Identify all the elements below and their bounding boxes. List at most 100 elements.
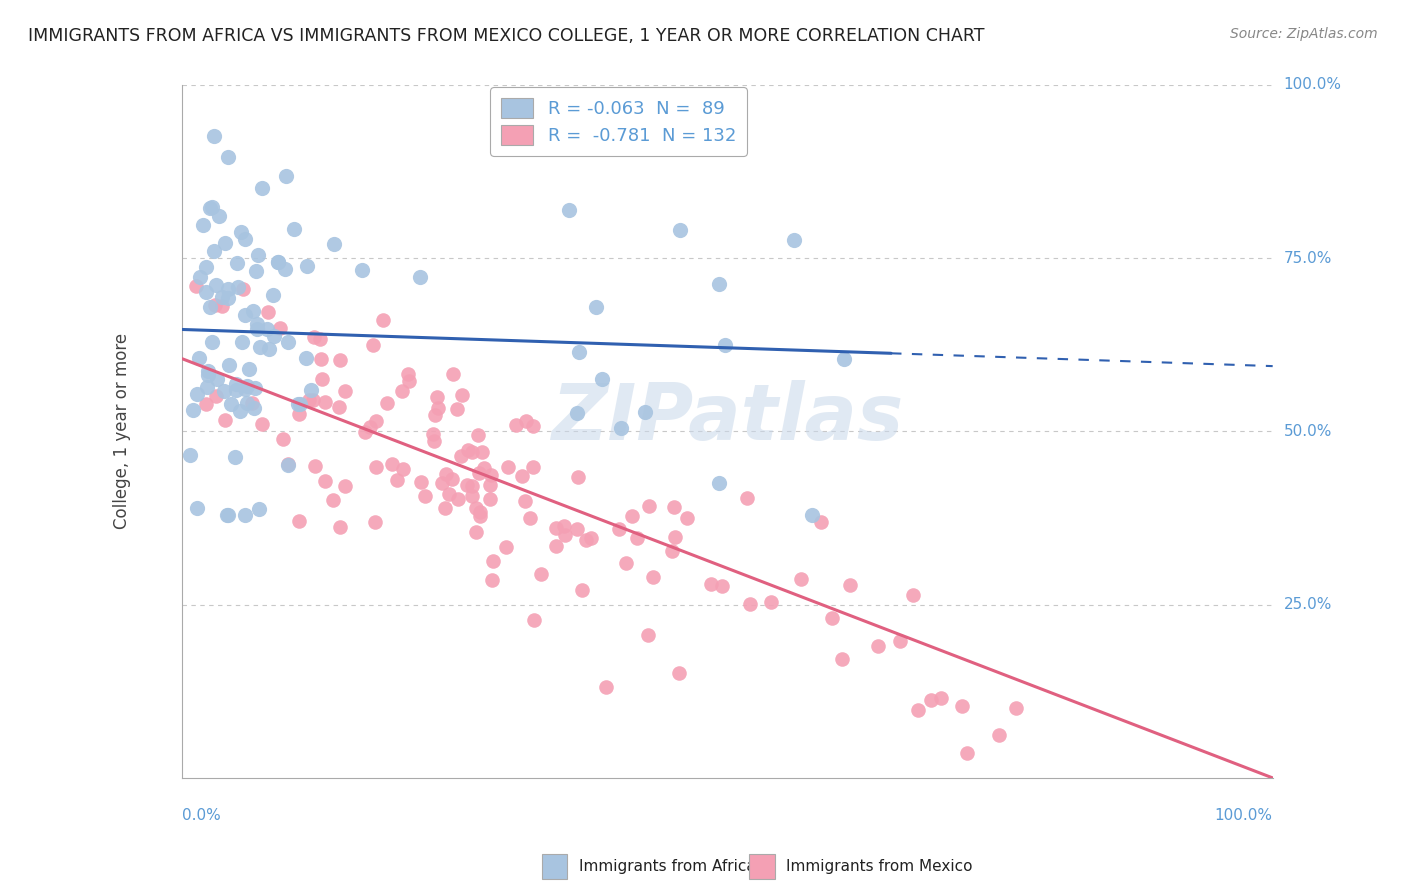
Point [217,282,239,296]
Point [226,256,249,270]
Point [181,402,204,417]
Point [208,209,231,223]
Point [426,390,449,404]
Point [519,510,541,524]
Point [472,461,495,475]
Point [184,278,207,293]
Point [468,508,491,523]
Point [557,202,579,217]
Point [434,467,457,482]
Point [450,450,472,464]
Point [201,200,224,214]
Point [267,255,290,269]
Text: 100.0%: 100.0% [1215,808,1272,823]
Point [950,699,973,714]
Point [820,611,842,625]
Point [229,225,252,239]
Point [283,222,305,236]
Point [274,169,297,183]
Point [567,470,589,484]
Point [229,404,252,418]
Point [242,304,264,318]
Point [988,728,1011,742]
Point [385,473,408,487]
Point [243,401,266,415]
Point [661,544,683,558]
Point [271,432,294,446]
Point [295,259,318,273]
Point [277,458,299,472]
Point [437,487,460,501]
Point [269,320,291,334]
Point [364,515,387,529]
Point [609,421,631,435]
Point [231,334,253,349]
Point [866,639,889,653]
Point [607,522,630,536]
Point [247,502,270,516]
Point [426,401,449,416]
Point [214,413,236,427]
Point [233,232,256,246]
Point [322,492,344,507]
Text: Immigrants from Africa: Immigrants from Africa [579,859,755,873]
Point [187,351,209,366]
Point [262,288,284,302]
Point [456,478,478,492]
Point [634,405,657,419]
Point [263,329,285,343]
Point [186,387,208,401]
Point [298,393,321,408]
Point [479,491,502,506]
Point [205,278,228,293]
Point [530,566,553,581]
Point [422,427,444,442]
Point [468,505,491,519]
Point [522,459,544,474]
Point [479,478,502,492]
Point [567,406,589,420]
Point [409,270,432,285]
Point [219,397,242,411]
Point [620,508,643,523]
Point [195,260,218,275]
Point [495,540,517,554]
Point [571,582,593,597]
Point [225,377,247,392]
Point [186,500,208,515]
Point [929,691,952,706]
Point [329,520,352,534]
Text: 100.0%: 100.0% [1284,78,1341,93]
Point [523,614,546,628]
Point [800,508,823,522]
Point [461,445,484,459]
Point [217,508,239,522]
Point [333,384,356,398]
Point [457,443,479,458]
Point [250,181,273,195]
Point [460,479,482,493]
Point [246,322,269,336]
Point [392,462,415,476]
Point [179,448,201,462]
Point [411,475,433,489]
Text: 75.0%: 75.0% [1284,251,1331,266]
Point [413,489,436,503]
Point [274,262,297,277]
Point [626,531,648,545]
Point [246,247,269,261]
Point [359,419,381,434]
Point [920,693,942,707]
Point [575,533,598,548]
Point [205,372,228,386]
Point [447,492,470,507]
Point [515,414,537,428]
Point [232,282,254,296]
Point [433,501,456,516]
Point [614,556,637,570]
Point [212,384,235,398]
Text: Source: ZipAtlas.com: Source: ZipAtlas.com [1230,27,1378,41]
Point [375,395,398,409]
Point [195,379,218,393]
Point [233,308,256,322]
